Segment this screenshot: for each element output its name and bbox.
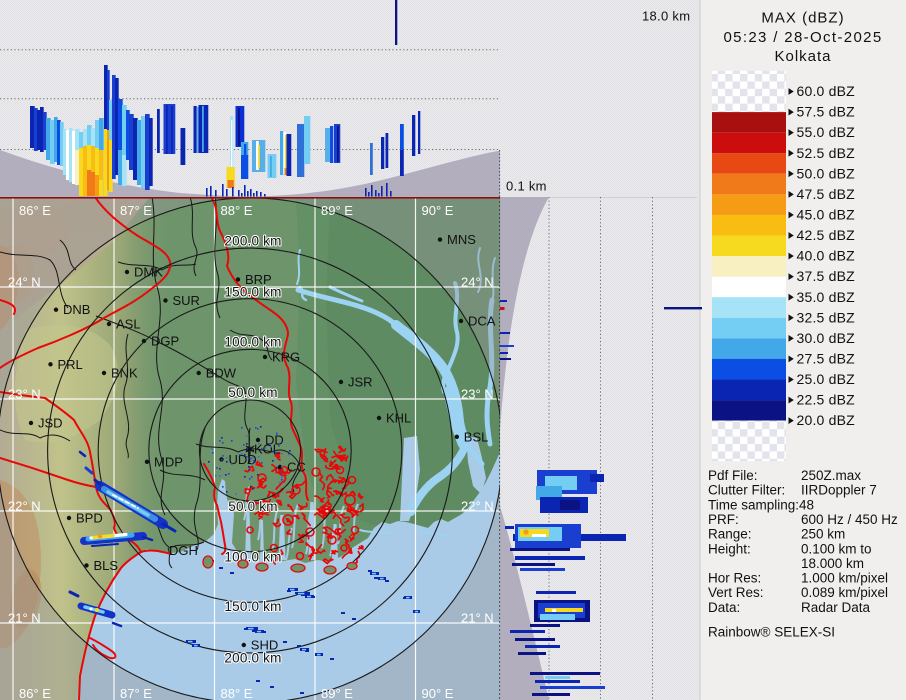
svg-text:88° E: 88° E	[221, 686, 253, 700]
svg-text:250 km: 250 km	[801, 527, 845, 542]
svg-text:BNK: BNK	[111, 366, 138, 381]
svg-text:47.5 dBZ: 47.5 dBZ	[797, 186, 856, 202]
svg-text:Hor Res:: Hor Res:	[708, 571, 761, 586]
svg-text:89° E: 89° E	[321, 203, 353, 218]
svg-text:32.5 dBZ: 32.5 dBZ	[797, 309, 856, 325]
svg-text:BLS: BLS	[94, 558, 119, 573]
svg-text:55.0 dBZ: 55.0 dBZ	[797, 124, 856, 140]
svg-text:20.0 dBZ: 20.0 dBZ	[797, 412, 856, 428]
svg-text:87° E: 87° E	[120, 686, 152, 700]
svg-text:PRF:: PRF:	[708, 512, 739, 527]
svg-text:40.0 dBZ: 40.0 dBZ	[797, 248, 856, 264]
svg-text:SUR: SUR	[173, 293, 200, 308]
svg-text:50.0 km: 50.0 km	[228, 499, 277, 514]
svg-text:18.000 km: 18.000 km	[801, 556, 864, 571]
svg-text:150.0 km: 150.0 km	[224, 285, 281, 300]
svg-text:DCA: DCA	[468, 314, 496, 329]
svg-text:22.5 dBZ: 22.5 dBZ	[797, 392, 856, 408]
svg-text:Time sampling:48: Time sampling:48	[708, 497, 814, 512]
svg-text:21° N: 21° N	[461, 611, 494, 626]
svg-text:90° E: 90° E	[422, 203, 454, 218]
svg-text:Data:: Data:	[708, 600, 740, 615]
svg-text:JSD: JSD	[38, 416, 63, 431]
svg-text:0.100 km to: 0.100 km to	[801, 541, 872, 556]
svg-text:22° N: 22° N	[461, 499, 494, 514]
svg-text:UDD: UDD	[229, 452, 257, 467]
svg-text:57.5 dBZ: 57.5 dBZ	[797, 104, 856, 120]
svg-text:200.0 km: 200.0 km	[224, 234, 281, 249]
svg-text:24° N: 24° N	[461, 275, 494, 290]
svg-text:Pdf File:: Pdf File:	[708, 468, 758, 483]
svg-text:Rainbow® SELEX-SI: Rainbow® SELEX-SI	[708, 625, 835, 640]
svg-text:BRP: BRP	[245, 272, 272, 287]
svg-text:BPD: BPD	[76, 511, 103, 526]
svg-text:150.0 km: 150.0 km	[224, 599, 281, 614]
svg-text:200.0 km: 200.0 km	[224, 651, 281, 666]
svg-text:KHL: KHL	[386, 411, 411, 426]
svg-text:Vert Res:: Vert Res:	[708, 585, 764, 600]
svg-text:25.0 dBZ: 25.0 dBZ	[797, 371, 856, 387]
svg-text:23° N: 23° N	[8, 387, 41, 402]
svg-text:52.5 dBZ: 52.5 dBZ	[797, 145, 856, 161]
svg-text:21° N: 21° N	[8, 611, 41, 626]
svg-text:23° N: 23° N	[461, 387, 494, 402]
svg-text:35.0 dBZ: 35.0 dBZ	[797, 289, 856, 305]
svg-text:SHD: SHD	[251, 638, 278, 653]
svg-text:0.1 km: 0.1 km	[506, 179, 547, 194]
svg-text:MDP: MDP	[154, 454, 183, 469]
svg-text:18.0 km: 18.0 km	[642, 9, 690, 24]
svg-text:Clutter Filter:: Clutter Filter:	[708, 483, 785, 498]
svg-text:88° E: 88° E	[221, 203, 253, 218]
svg-text:DMK: DMK	[134, 265, 163, 280]
svg-text:BSL: BSL	[464, 429, 489, 444]
svg-text:0.089 km/pixel: 0.089 km/pixel	[801, 585, 888, 600]
svg-text:JSR: JSR	[348, 375, 373, 390]
svg-text:50.0 dBZ: 50.0 dBZ	[797, 165, 856, 181]
svg-text:42.5 dBZ: 42.5 dBZ	[797, 227, 856, 243]
svg-text:DGP: DGP	[151, 334, 179, 349]
svg-text:27.5 dBZ: 27.5 dBZ	[797, 351, 856, 367]
svg-text:Kolkata: Kolkata	[774, 48, 831, 65]
svg-text:45.0 dBZ: 45.0 dBZ	[797, 207, 856, 223]
svg-text:250Z.max: 250Z.max	[801, 468, 861, 483]
svg-text:MAX (dBZ): MAX (dBZ)	[761, 10, 844, 27]
svg-text:Radar Data: Radar Data	[801, 600, 871, 615]
svg-text:100.0 km: 100.0 km	[224, 550, 281, 565]
svg-text:24° N: 24° N	[8, 275, 41, 290]
svg-text:CC: CC	[287, 460, 306, 475]
svg-text:05:23 / 28-Oct-2025: 05:23 / 28-Oct-2025	[723, 29, 882, 46]
svg-text:Range:: Range:	[708, 527, 752, 542]
svg-text:37.5 dBZ: 37.5 dBZ	[797, 268, 856, 284]
svg-text:1.000 km/pixel: 1.000 km/pixel	[801, 571, 888, 586]
svg-text:30.0 dBZ: 30.0 dBZ	[797, 330, 856, 346]
svg-text:22° N: 22° N	[8, 499, 41, 514]
svg-text:DGH: DGH	[169, 543, 198, 558]
svg-text:100.0 km: 100.0 km	[224, 335, 281, 350]
svg-text:90° E: 90° E	[422, 686, 454, 700]
svg-text:600 Hz / 450 Hz: 600 Hz / 450 Hz	[801, 512, 898, 527]
svg-text:86° E: 86° E	[19, 203, 51, 218]
svg-text:BDW: BDW	[206, 366, 237, 381]
svg-text:KRG: KRG	[272, 350, 300, 365]
svg-text:89° E: 89° E	[321, 686, 353, 700]
svg-text:DNB: DNB	[63, 302, 90, 317]
svg-text:KOL: KOL	[254, 442, 280, 457]
svg-text:Height:: Height:	[708, 541, 751, 556]
svg-text:ASL: ASL	[116, 317, 141, 332]
svg-text:60.0 dBZ: 60.0 dBZ	[797, 83, 856, 99]
svg-text:PRL: PRL	[58, 357, 83, 372]
svg-text:87° E: 87° E	[120, 203, 152, 218]
svg-text:50.0 km: 50.0 km	[228, 385, 277, 400]
svg-text:MNS: MNS	[447, 232, 476, 247]
svg-text:86° E: 86° E	[19, 686, 51, 700]
svg-text:IIRDoppler 7: IIRDoppler 7	[801, 483, 877, 498]
